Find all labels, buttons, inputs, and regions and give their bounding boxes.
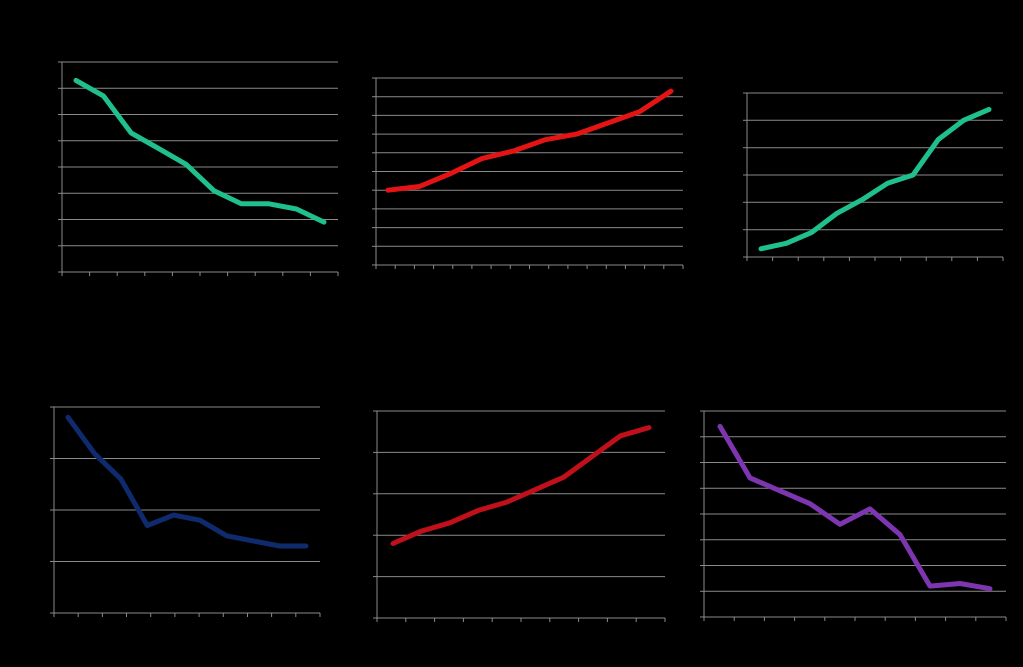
series-line xyxy=(390,425,652,546)
chart-2 xyxy=(372,77,684,269)
series-line xyxy=(73,77,327,225)
series-line xyxy=(385,88,674,193)
chart-6 xyxy=(700,410,1007,621)
series-line xyxy=(717,423,993,592)
chart-1 xyxy=(58,61,339,276)
chart-3 xyxy=(743,92,1004,261)
series-line xyxy=(65,414,309,549)
series-line xyxy=(758,106,992,252)
chart-4 xyxy=(50,406,321,617)
chart-5 xyxy=(373,410,666,622)
